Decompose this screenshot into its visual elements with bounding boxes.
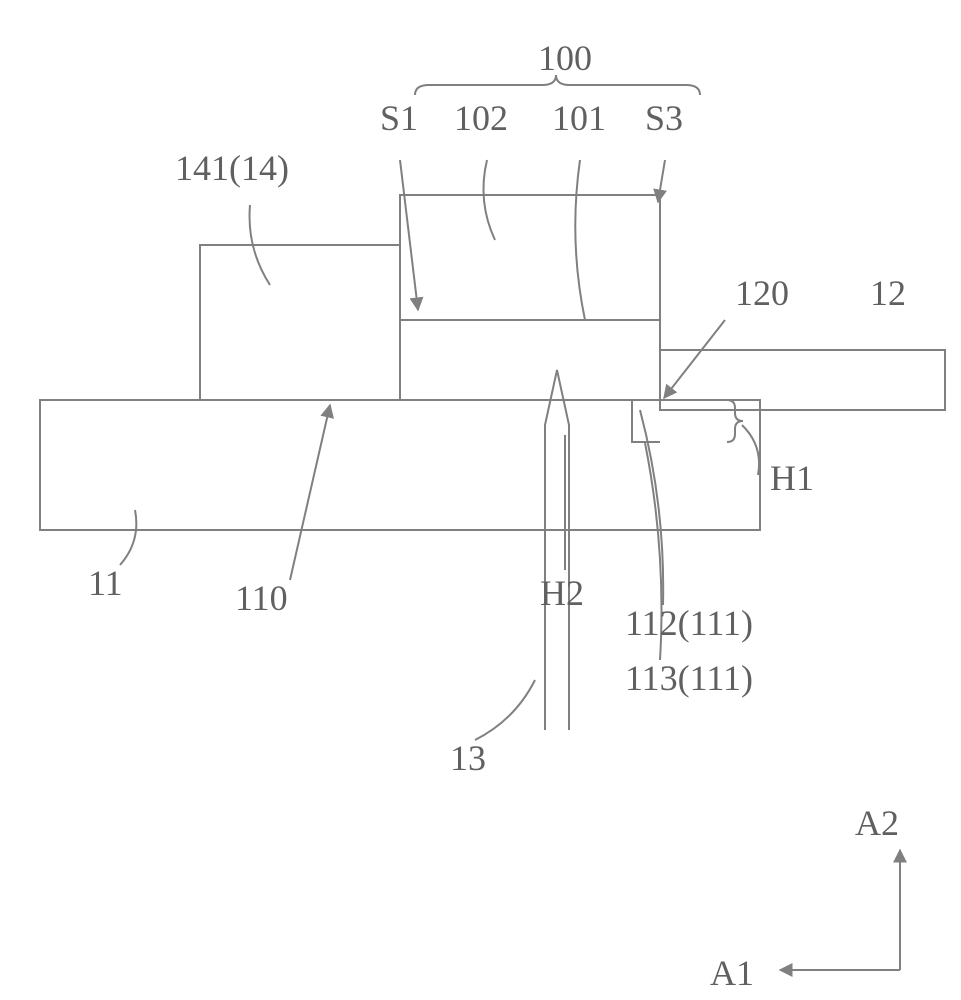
leader-S3	[658, 160, 665, 202]
block-102	[400, 195, 660, 320]
leader-120	[664, 320, 725, 398]
label-A2: A2	[855, 803, 899, 843]
leaders-layer	[120, 160, 759, 740]
label-141: 141(14)	[175, 148, 289, 188]
leader-11	[120, 510, 136, 565]
block-141	[200, 245, 400, 400]
brace-h1	[727, 400, 743, 442]
leader-101	[575, 160, 585, 320]
leader-H1	[742, 425, 759, 475]
block-101	[400, 320, 660, 400]
label-13: 13	[450, 738, 486, 778]
label-100: 100	[538, 38, 592, 78]
label-A1: A1	[710, 953, 754, 993]
labels-layer: 100 S1 102 101 S3 141(14) 120 12 H1 11 110 H2 112(11…	[88, 38, 906, 993]
label-H1: H1	[770, 458, 814, 498]
label-S1: S1	[380, 98, 418, 138]
label-H2: H2	[540, 573, 584, 613]
label-120: 120	[735, 273, 789, 313]
axes-layer	[780, 850, 900, 970]
brace-100	[415, 75, 700, 95]
label-101: 101	[552, 98, 606, 138]
label-113: 113(111)	[625, 658, 753, 698]
leader-102	[483, 160, 495, 240]
leader-112	[640, 410, 663, 605]
label-112: 112(111)	[625, 603, 753, 643]
label-11: 11	[88, 563, 123, 603]
leader-13	[475, 680, 535, 740]
label-102: 102	[454, 98, 508, 138]
diagram-canvas: 100 S1 102 101 S3 141(14) 120 12 H1 11 110 H2 112(11…	[0, 0, 961, 1000]
label-S3: S3	[645, 98, 683, 138]
leader-110	[290, 405, 330, 580]
label-110: 110	[235, 578, 288, 618]
label-12: 12	[870, 273, 906, 313]
leader-S1	[400, 160, 418, 310]
